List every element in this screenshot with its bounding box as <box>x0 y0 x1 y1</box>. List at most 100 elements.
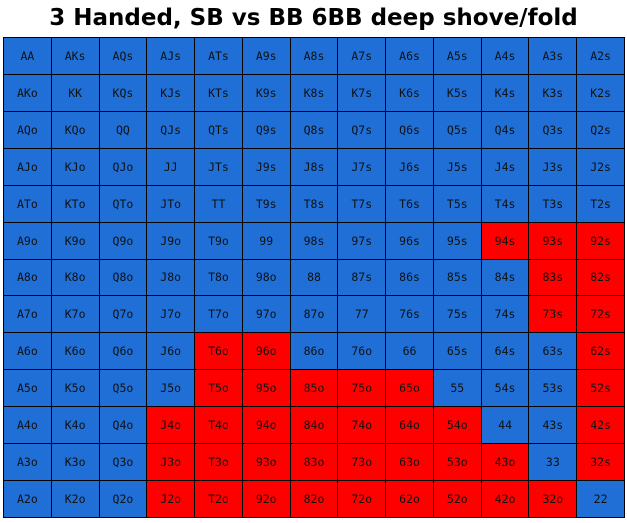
hand-cell-T2o: T2o <box>195 481 242 517</box>
hand-cell-Q3o: Q3o <box>99 444 147 481</box>
hand-cell-63s: 63s <box>529 333 577 370</box>
hand-cell-A6o: A6o <box>4 333 51 370</box>
hand-cell-Q7s: Q7s <box>338 111 386 148</box>
hand-cell-84o: 84o <box>290 407 338 444</box>
hand-cell-66: 66 <box>386 333 433 370</box>
hand-cell-A8o: A8o <box>4 259 51 296</box>
hand-cell-K4o: K4o <box>51 407 99 444</box>
hand-cell-52o: 52o <box>433 481 481 517</box>
hand-cell-T3o: T3o <box>195 444 242 481</box>
hand-cell-53o: 53o <box>433 444 481 481</box>
hand-cell-98s: 98s <box>290 222 338 259</box>
hand-cell-93o: 93o <box>242 444 290 481</box>
hand-cell-92o: 92o <box>242 481 290 517</box>
hand-cell-62o: 62o <box>386 481 433 517</box>
hand-cell-32o: 32o <box>529 481 577 517</box>
hand-cell-Q8s: Q8s <box>290 111 338 148</box>
hand-cell-T9s: T9s <box>242 185 290 222</box>
hand-cell-95o: 95o <box>242 370 290 407</box>
hand-cell-Q9o: Q9o <box>99 222 147 259</box>
hand-cell-A6s: A6s <box>386 38 433 74</box>
hand-cell-AQo: AQo <box>4 111 51 148</box>
hand-cell-T8o: T8o <box>195 259 242 296</box>
hand-cell-JJ: JJ <box>147 148 195 185</box>
hand-cell-44: 44 <box>481 407 529 444</box>
hand-cell-64s: 64s <box>481 333 529 370</box>
hand-cell-ATs: ATs <box>195 38 242 74</box>
hand-cell-Q6s: Q6s <box>386 111 433 148</box>
hand-cell-A7s: A7s <box>338 38 386 74</box>
hand-cell-55: 55 <box>433 370 481 407</box>
chart-title: 3 Handed, SB vs BB 6BB deep shove/fold <box>49 5 578 31</box>
hand-cell-KQo: KQo <box>51 111 99 148</box>
hand-cell-A5s: A5s <box>433 38 481 74</box>
hand-cell-88: 88 <box>290 259 338 296</box>
hand-cell-AQs: AQs <box>99 38 147 74</box>
hand-cell-54o: 54o <box>433 407 481 444</box>
hand-cell-96o: 96o <box>242 333 290 370</box>
hand-cell-K6s: K6s <box>386 74 433 111</box>
hand-cell-QTs: QTs <box>195 111 242 148</box>
hand-cell-J2s: J2s <box>577 148 624 185</box>
hand-cell-Q3s: Q3s <box>529 111 577 148</box>
hand-cell-T2s: T2s <box>577 185 624 222</box>
hand-cell-KJo: KJo <box>51 148 99 185</box>
hand-cell-T5s: T5s <box>433 185 481 222</box>
hand-cell-A2s: A2s <box>577 38 624 74</box>
hand-cell-65s: 65s <box>433 333 481 370</box>
hand-cell-AA: AA <box>4 38 51 74</box>
hand-cell-T6s: T6s <box>386 185 433 222</box>
hand-cell-75o: 75o <box>338 370 386 407</box>
hand-cell-J9s: J9s <box>242 148 290 185</box>
hand-cell-QQ: QQ <box>99 111 147 148</box>
hand-cell-Q2s: Q2s <box>577 111 624 148</box>
hand-cell-Q9s: Q9s <box>242 111 290 148</box>
hand-cell-J4o: J4o <box>147 407 195 444</box>
hand-cell-K4s: K4s <box>481 74 529 111</box>
hand-cell-J5s: J5s <box>433 148 481 185</box>
hand-cell-T5o: T5o <box>195 370 242 407</box>
hand-cell-Q5s: Q5s <box>433 111 481 148</box>
hand-cell-87o: 87o <box>290 296 338 333</box>
hand-cell-K3o: K3o <box>51 444 99 481</box>
hand-cell-Q4o: Q4o <box>99 407 147 444</box>
hand-cell-Q8o: Q8o <box>99 259 147 296</box>
hand-cell-82o: 82o <box>290 481 338 517</box>
hand-cell-A4s: A4s <box>481 38 529 74</box>
hand-cell-Q4s: Q4s <box>481 111 529 148</box>
hand-cell-T7o: T7o <box>195 296 242 333</box>
hand-cell-K9o: K9o <box>51 222 99 259</box>
hand-cell-97o: 97o <box>242 296 290 333</box>
hand-cell-62s: 62s <box>577 333 624 370</box>
hand-cell-JTo: JTo <box>147 185 195 222</box>
hand-cell-J5o: J5o <box>147 370 195 407</box>
hand-cell-Q2o: Q2o <box>99 481 147 517</box>
hand-cell-T3s: T3s <box>529 185 577 222</box>
hand-cell-K7s: K7s <box>338 74 386 111</box>
hand-cell-J8s: J8s <box>290 148 338 185</box>
hand-cell-K3s: K3s <box>529 74 577 111</box>
hand-cell-72o: 72o <box>338 481 386 517</box>
hand-cell-Q5o: Q5o <box>99 370 147 407</box>
hand-cell-83o: 83o <box>290 444 338 481</box>
hand-cell-K7o: K7o <box>51 296 99 333</box>
hand-cell-K5o: K5o <box>51 370 99 407</box>
hand-cell-76o: 76o <box>338 333 386 370</box>
hand-cell-ATo: ATo <box>4 185 51 222</box>
hand-cell-KQs: KQs <box>99 74 147 111</box>
hand-cell-42o: 42o <box>481 481 529 517</box>
hand-cell-A8s: A8s <box>290 38 338 74</box>
hand-cell-65o: 65o <box>386 370 433 407</box>
hand-cell-83s: 83s <box>529 259 577 296</box>
hand-cell-73o: 73o <box>338 444 386 481</box>
hand-cell-84s: 84s <box>481 259 529 296</box>
hand-cell-97s: 97s <box>338 222 386 259</box>
hand-cell-QTo: QTo <box>99 185 147 222</box>
hand-cell-K8o: K8o <box>51 259 99 296</box>
hand-cell-J7s: J7s <box>338 148 386 185</box>
hand-cell-53s: 53s <box>529 370 577 407</box>
hand-cell-75s: 75s <box>433 296 481 333</box>
hand-cell-54s: 54s <box>481 370 529 407</box>
hand-cell-86s: 86s <box>386 259 433 296</box>
hand-cell-87s: 87s <box>338 259 386 296</box>
